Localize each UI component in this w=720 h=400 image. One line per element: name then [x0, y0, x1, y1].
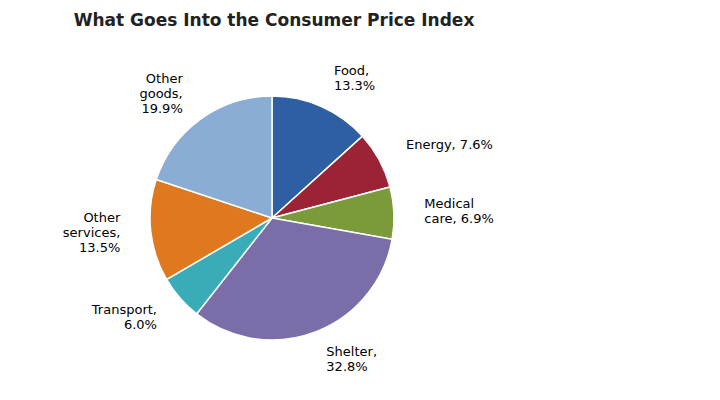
slice-label-line: Energy, 7.6%: [406, 137, 493, 152]
slice-label: Medicalcare, 6.9%: [424, 196, 493, 226]
slice-label: Energy, 7.6%: [406, 137, 493, 152]
slice-label-line: Medical: [424, 196, 474, 211]
chart-container: What Goes Into the Consumer Price Index F…: [0, 0, 720, 400]
slice-label: Otherservices,13.5%: [63, 210, 121, 255]
slice-label: Shelter,32.8%: [326, 344, 377, 374]
slice-label-line: 6.0%: [124, 317, 157, 332]
slice-label-line: goods,: [139, 86, 182, 101]
slice-label-line: Transport,: [91, 302, 157, 317]
slice-label-line: 13.3%: [334, 78, 375, 93]
slice-label-line: Other: [146, 71, 184, 86]
slice-label: Othergoods,19.9%: [139, 71, 183, 116]
slice-label-line: Other: [83, 210, 121, 225]
chart-svg: What Goes Into the Consumer Price Index F…: [0, 0, 720, 400]
slice-label: Food,13.3%: [334, 63, 375, 93]
slice-label-line: care, 6.9%: [424, 211, 493, 226]
pie-slices: [150, 96, 394, 340]
slice-label-line: 13.5%: [79, 240, 120, 255]
pie-labels: Food,13.3% Energy, 7.6% Medicalcare, 6.9% S…: [63, 63, 494, 375]
slice-label-line: Shelter,: [326, 344, 377, 359]
chart-title: What Goes Into the Consumer Price Index: [74, 10, 475, 30]
slice-label-line: services,: [63, 225, 120, 240]
slice-label: Transport,6.0%: [91, 302, 157, 332]
slice-label-line: 32.8%: [326, 359, 367, 374]
slice-label-line: Food,: [334, 63, 369, 78]
slice-label-line: 19.9%: [141, 101, 182, 116]
